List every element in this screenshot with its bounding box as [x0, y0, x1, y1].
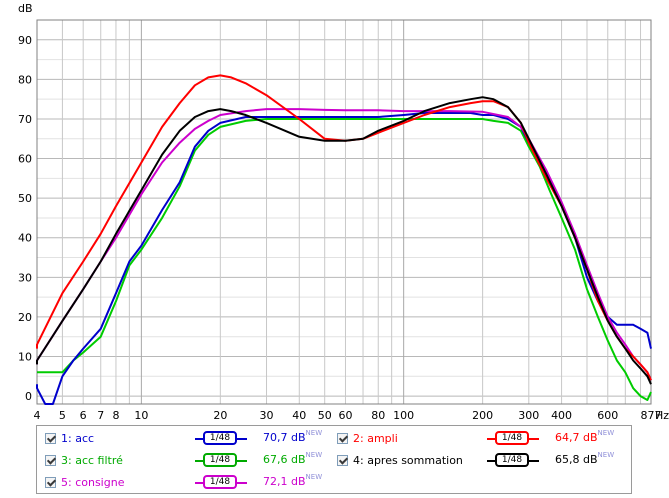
filter-slope-button[interactable]: 1/48 — [195, 453, 247, 469]
x-tick-label: 200 — [472, 409, 493, 420]
plot-frame — [36, 19, 652, 405]
new-marker: NEW — [305, 451, 323, 459]
legend-entry: 4: apres sommation — [337, 450, 463, 470]
filter-slope-button[interactable]: 1/48 — [195, 475, 247, 491]
filter-slope-button[interactable]: 1/48 — [195, 431, 247, 447]
x-tick-label: 600 — [597, 409, 618, 420]
series-line-5 — [36, 108, 652, 381]
legend-entry: 5: consigne — [45, 472, 124, 492]
series-visible-checkbox[interactable] — [337, 454, 348, 466]
filter-slope-button[interactable]: 1/48 — [487, 431, 539, 447]
x-tick-label: 20 — [213, 409, 227, 420]
level-value-text: 64,7 dB — [555, 431, 598, 444]
new-marker: NEW — [597, 429, 615, 437]
level-value-text: 72,1 dB — [263, 475, 306, 488]
y-tick-label: 70 — [18, 113, 32, 126]
legend-entry: 3: acc filtré — [45, 450, 123, 470]
legend-entry: 1: acc — [45, 428, 94, 448]
filter-slope-button[interactable]: 1/48 — [487, 453, 539, 469]
level-value: 64,7 dBNEW — [555, 429, 615, 444]
legend-label: 2: ampli — [353, 431, 398, 445]
x-tick-labels: 4 5 6 7 8 10 20 30 40 50 60 80 100 200 300 400 600 877 — [34, 409, 662, 420]
slope-label: 1/48 — [495, 453, 529, 467]
chart: 0 10 20 30 40 50 60 70 80 90 4 5 6 7 8 10 20 30 40 50 60 80 1… — [18, 2, 669, 420]
series-layer — [36, 74, 652, 405]
y-tick-label: 50 — [18, 192, 32, 205]
y-tick-label: 10 — [18, 350, 32, 363]
x-tick-label: 50 — [318, 409, 332, 420]
level-value: 70,7 dBNEW — [263, 429, 323, 444]
legend: 1: acc 1/48 70,7 dBNEW 2: ampli 1/48 64,7 dBN… — [36, 425, 632, 494]
y-tick-label: 90 — [18, 34, 32, 47]
new-marker: NEW — [305, 473, 323, 481]
legend-entry: 2: ampli — [337, 428, 398, 448]
legend-label: 5: consigne — [61, 475, 125, 489]
x-tick-label: 60 — [338, 409, 352, 420]
y-tick-label: 0 — [25, 390, 32, 403]
x-tick-label: 7 — [97, 409, 104, 420]
x-tick-label: 80 — [371, 409, 385, 420]
y-tick-label: 80 — [18, 73, 32, 86]
x-tick-label: 30 — [260, 409, 274, 420]
new-marker: NEW — [305, 429, 323, 437]
slope-label: 1/48 — [203, 453, 237, 467]
y-tick-label: 60 — [18, 153, 32, 166]
series-visible-checkbox[interactable] — [45, 432, 56, 444]
y-tick-label: 40 — [18, 232, 32, 245]
level-value: 65,8 dBNEW — [555, 451, 615, 466]
series-visible-checkbox[interactable] — [45, 476, 56, 488]
x-tick-label: 400 — [551, 409, 572, 420]
legend-label: 1: acc — [61, 431, 95, 445]
series-visible-checkbox[interactable] — [337, 432, 348, 444]
new-marker: NEW — [597, 451, 615, 459]
series-line-4 — [36, 96, 652, 385]
x-tick-label: 5 — [59, 409, 66, 420]
slope-label: 1/48 — [495, 431, 529, 445]
x-tick-label: 877 — [641, 409, 662, 420]
level-value: 67,6 dBNEW — [263, 451, 323, 466]
level-value-text: 67,6 dB — [263, 453, 306, 466]
level-value: 72,1 dBNEW — [263, 473, 323, 488]
x-tick-label: 6 — [80, 409, 87, 420]
x-tick-label: 100 — [393, 409, 414, 420]
series-line-3 — [37, 118, 652, 401]
x-tick-label: 8 — [112, 409, 119, 420]
y-tick-labels: 0 10 20 30 40 50 60 70 80 90 — [18, 34, 32, 403]
x-tick-label: 10 — [134, 409, 148, 420]
slope-label: 1/48 — [203, 475, 237, 489]
x-tick-label: 300 — [518, 409, 539, 420]
legend-label: 4: apres sommation — [353, 453, 463, 467]
y-tick-label: 30 — [18, 271, 32, 284]
x-tick-label: 40 — [292, 409, 306, 420]
slope-label: 1/48 — [203, 431, 237, 445]
legend-label: 3: acc filtré — [61, 453, 123, 467]
x-tick-label: 4 — [34, 409, 41, 420]
y-axis-label: dB — [18, 2, 33, 15]
series-visible-checkbox[interactable] — [45, 454, 56, 466]
level-value-text: 70,7 dB — [263, 431, 306, 444]
y-tick-label: 20 — [18, 311, 32, 324]
series-line-2 — [36, 74, 652, 381]
level-value-text: 65,8 dB — [555, 453, 598, 466]
grid-lines — [36, 19, 652, 404]
x-axis-label: Hz — [655, 409, 669, 420]
